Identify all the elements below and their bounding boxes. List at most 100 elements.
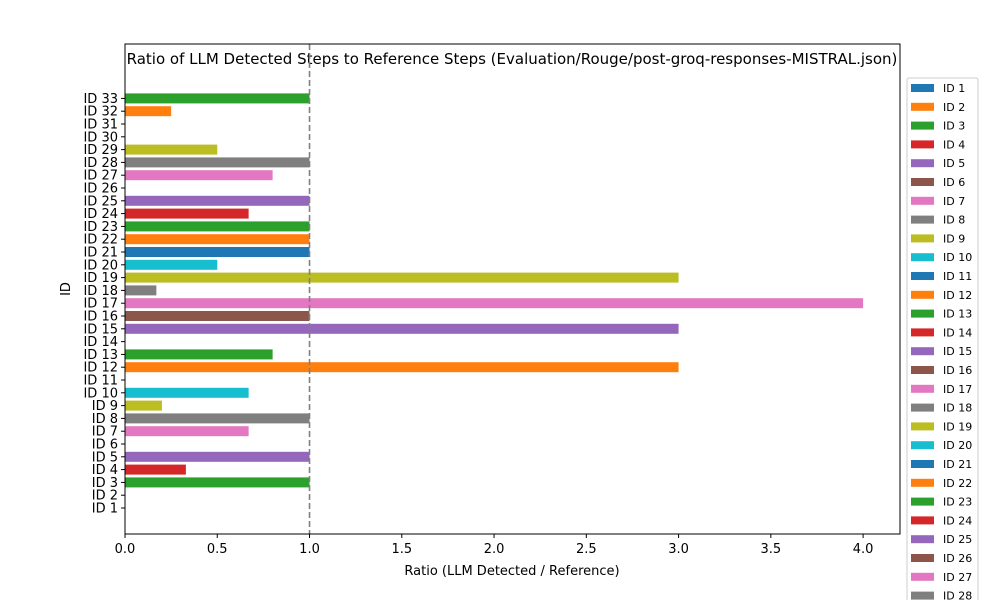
legend-swatch (911, 328, 934, 337)
y-tick-label: ID 5 (92, 450, 118, 465)
y-tick-label: ID 32 (83, 105, 118, 120)
bar-4 (125, 464, 186, 475)
bar-28 (125, 157, 310, 168)
legend-box (906, 77, 979, 604)
legend-label: ID 4 (943, 138, 965, 151)
y-tick-label: ID 23 (83, 220, 118, 235)
x-tick-label: 1.5 (391, 542, 412, 557)
bar-27 (125, 170, 273, 181)
bar-5 (125, 451, 310, 462)
legend-label: ID 10 (943, 251, 972, 264)
y-tick-label: ID 14 (83, 335, 118, 350)
legend-label: ID 7 (943, 195, 965, 208)
legend-swatch (911, 140, 934, 149)
legend-swatch (911, 497, 934, 506)
y-tick-label: ID 30 (83, 130, 118, 145)
bar-21 (125, 247, 310, 257)
y-tick-label: ID 6 (92, 438, 118, 453)
bar-16 (125, 311, 310, 321)
y-tick-label: ID 11 (83, 374, 118, 389)
bar-29 (125, 144, 218, 155)
y-tick-label: ID 9 (92, 399, 118, 414)
legend-swatch (911, 309, 934, 318)
y-tick-label: ID 1 (92, 502, 118, 517)
legend-swatch (911, 460, 934, 468)
bar-33 (125, 93, 310, 104)
legend-label: ID 21 (943, 458, 972, 471)
x-tick-label: 3.5 (760, 542, 781, 557)
x-tick-label: 3.0 (668, 542, 689, 557)
legend-swatch (911, 290, 934, 299)
legend-label: ID 18 (943, 402, 972, 415)
y-tick-label: ID 25 (83, 194, 118, 209)
y-tick-label: ID 28 (83, 156, 118, 171)
legend-label: ID 25 (943, 533, 972, 546)
y-axis: ID 1ID 2ID 3ID 4ID 5ID 6ID 7ID 8ID 9ID 1… (83, 92, 125, 517)
legend-swatch (911, 196, 934, 205)
legend-swatch (911, 516, 934, 525)
y-tick-label: ID 27 (83, 169, 118, 184)
bar-19 (125, 272, 679, 283)
x-tick-label: 2.0 (484, 542, 505, 557)
bar-18 (125, 285, 157, 296)
legend-label: ID 12 (943, 289, 972, 302)
y-tick-label: ID 19 (83, 271, 118, 286)
y-tick-label: ID 7 (92, 425, 118, 440)
x-tick-label: 0.5 (207, 542, 228, 557)
bar-10 (125, 387, 249, 398)
bar-23 (125, 221, 310, 232)
legend-swatch (911, 478, 934, 487)
y-tick-label: ID 26 (83, 182, 118, 197)
bar-32 (125, 106, 172, 117)
bars-group (125, 93, 864, 488)
legend-label: ID 3 (943, 120, 965, 133)
legend-label: ID 26 (943, 552, 972, 565)
bar-9 (125, 400, 162, 411)
legend-label: ID 13 (943, 308, 972, 321)
bar-17 (125, 298, 864, 309)
y-tick-label: ID 21 (83, 246, 118, 261)
bar-12 (125, 362, 679, 373)
legend-swatch (911, 535, 934, 544)
y-tick-label: ID 31 (83, 118, 118, 133)
legend-label: ID 19 (943, 420, 972, 433)
axes-frame (124, 43, 901, 535)
legend-swatch (911, 178, 934, 186)
y-tick-label: ID 33 (83, 92, 118, 107)
legend-swatch (911, 422, 934, 431)
x-tick-label: 1.0 (299, 542, 320, 557)
legend-label: ID 20 (943, 439, 972, 452)
legend-label: ID 28 (943, 590, 972, 600)
legend-swatch (911, 441, 934, 450)
legend-label: ID 6 (943, 176, 965, 189)
legend-swatch (911, 403, 934, 412)
x-axis-label: Ratio (LLM Detected / Reference) (404, 564, 619, 579)
y-tick-label: ID 8 (92, 412, 118, 427)
legend-swatch (911, 572, 934, 581)
bar-20 (125, 259, 218, 270)
legend: ID 1 ID 2 ID 3 ID 4 ID 5 ID 6 ID 7 ID 8 ID 9 ID 1… (906, 77, 979, 604)
legend-label: ID 5 (943, 157, 965, 170)
legend-label: ID 16 (943, 364, 972, 377)
legend-label: ID 15 (943, 345, 972, 358)
y-tick-label: ID 18 (83, 284, 118, 299)
y-tick-label: ID 3 (92, 476, 118, 491)
legend-swatch (911, 84, 934, 92)
y-tick-label: ID 10 (83, 386, 118, 401)
bar-8 (125, 413, 310, 424)
legend-swatch (911, 384, 934, 393)
legend-swatch (911, 253, 934, 262)
y-tick-label: ID 2 (92, 489, 118, 504)
legend-swatch (911, 272, 934, 280)
bar-22 (125, 234, 310, 245)
legend-swatch (911, 159, 934, 168)
legend-label: ID 1 (943, 82, 965, 95)
y-tick-label: ID 29 (83, 143, 118, 158)
y-tick-label: ID 24 (83, 207, 118, 222)
legend-swatch (911, 234, 934, 243)
legend-swatch (911, 347, 934, 356)
y-tick-label: ID 20 (83, 258, 118, 273)
legend-label: ID 11 (943, 270, 972, 283)
